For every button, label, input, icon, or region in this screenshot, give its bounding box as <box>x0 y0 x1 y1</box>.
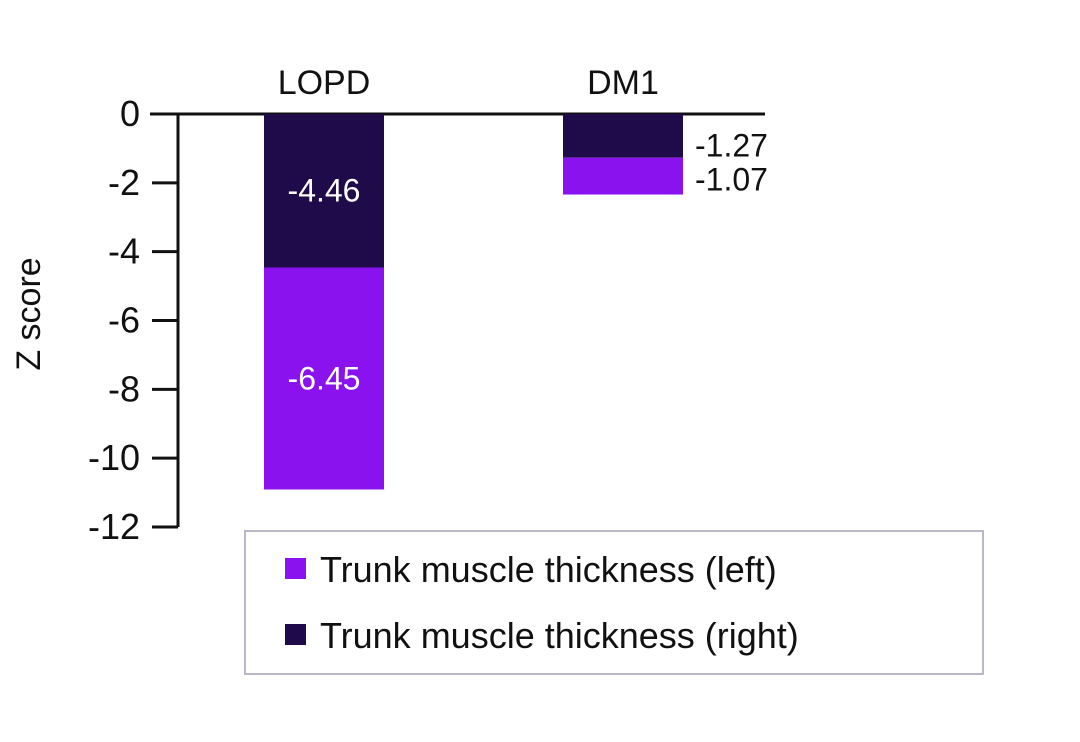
data-label: -4.46 <box>288 173 361 209</box>
y-tick-label: 0 <box>120 93 140 134</box>
legend-label-right: Trunk muscle thickness (right) <box>320 615 799 656</box>
legend-box <box>244 530 984 675</box>
category-label: DM1 <box>587 64 659 102</box>
bar-segment <box>264 267 384 490</box>
category-labels: LOPD DM1 <box>278 64 659 102</box>
y-tick-label: -8 <box>108 368 140 409</box>
y-tick-label: -2 <box>108 162 140 203</box>
y-tick-label: -12 <box>88 506 140 547</box>
legend-swatch-right <box>285 624 306 645</box>
bar-segment <box>563 157 683 195</box>
y-tick-label: -6 <box>108 300 140 341</box>
y-tick-label: -10 <box>88 437 140 478</box>
bars <box>264 114 683 490</box>
legend-swatch-left <box>285 558 306 579</box>
data-label: -1.27 <box>695 128 768 164</box>
data-label: -1.07 <box>695 162 768 198</box>
y-axis-title: Z score <box>10 257 48 370</box>
category-label: LOPD <box>278 64 371 102</box>
data-label: -6.45 <box>288 360 361 396</box>
y-ticks: 0 -2 -4 -6 -8 -10 -12 <box>88 93 178 547</box>
bar-segment <box>563 114 683 158</box>
y-tick-label: -4 <box>108 231 140 272</box>
bar-segment <box>264 114 384 268</box>
legend: Trunk muscle thickness (left) Trunk musc… <box>244 530 984 675</box>
legend-label-left: Trunk muscle thickness (left) <box>320 549 777 590</box>
data-labels: -4.46 -6.45 -1.27-1.07 <box>288 128 768 397</box>
